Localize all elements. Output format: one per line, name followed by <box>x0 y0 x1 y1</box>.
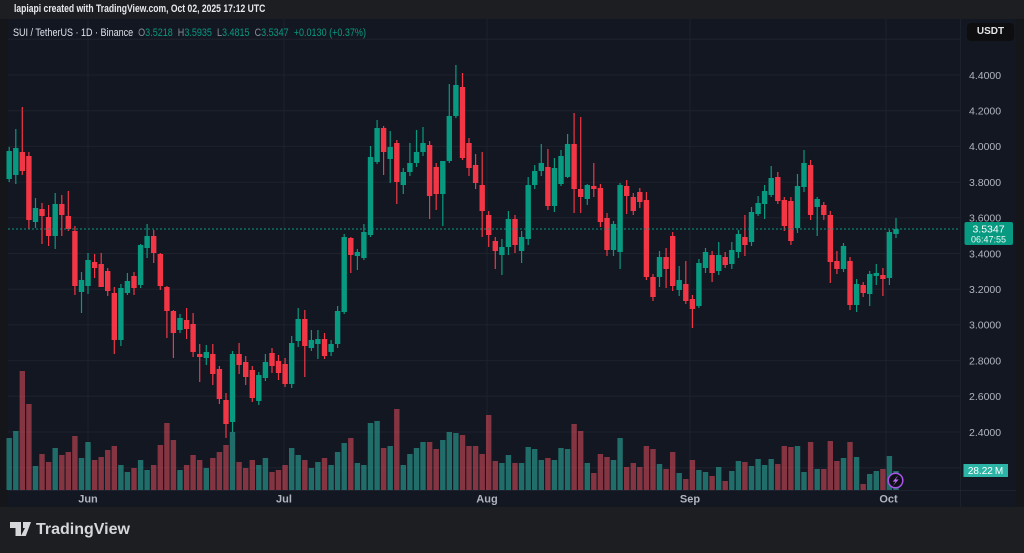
svg-text:3.5347: 3.5347 <box>972 224 1004 236</box>
svg-text:06:47:55: 06:47:55 <box>971 235 1006 245</box>
svg-text:Jun: Jun <box>78 494 98 506</box>
svg-text:4.2000: 4.2000 <box>969 106 1001 118</box>
svg-text:Aug: Aug <box>476 494 497 506</box>
svg-text:4.4000: 4.4000 <box>969 70 1001 82</box>
svg-text:4.0000: 4.0000 <box>969 141 1001 153</box>
svg-text:2.6000: 2.6000 <box>969 391 1001 403</box>
svg-text:Jul: Jul <box>276 494 292 506</box>
svg-text:3.0000: 3.0000 <box>969 320 1001 332</box>
svg-text:2.4000: 2.4000 <box>969 427 1001 439</box>
svg-text:Oct: Oct <box>879 494 898 506</box>
svg-text:28.22 M: 28.22 M <box>968 466 1003 477</box>
svg-text:3.6000: 3.6000 <box>969 213 1001 225</box>
svg-text:3.4000: 3.4000 <box>969 248 1001 260</box>
svg-text:2.8000: 2.8000 <box>969 355 1001 367</box>
svg-text:3.2000: 3.2000 <box>969 284 1001 296</box>
svg-text:Sep: Sep <box>680 494 700 506</box>
svg-text:3.8000: 3.8000 <box>969 177 1001 189</box>
